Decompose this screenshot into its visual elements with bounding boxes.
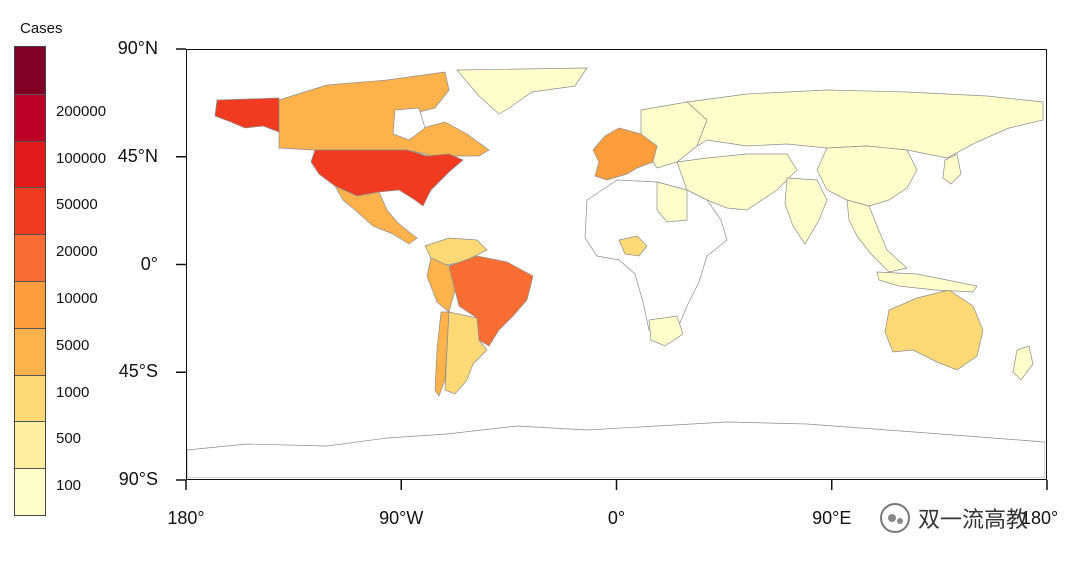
lon-tick-label: 90°E xyxy=(812,508,852,528)
region-brazil xyxy=(448,255,534,347)
hudson-bay xyxy=(392,107,426,141)
region-southeast-asia xyxy=(846,199,908,273)
region-argentina xyxy=(444,311,488,395)
lat-tick-label: 45°N xyxy=(117,145,158,166)
legend-title: Cases xyxy=(20,20,63,37)
colorbar-segment xyxy=(15,468,45,515)
region-western-europe xyxy=(592,127,658,181)
colorbar-label: 500 xyxy=(56,430,82,448)
colorbar-segment xyxy=(15,47,45,94)
region-mexico xyxy=(334,185,418,245)
lat-tick-label: 45°S xyxy=(118,361,158,382)
region-russia xyxy=(686,89,1044,159)
colorbar xyxy=(14,46,46,516)
lon-tick-label: 90°W xyxy=(379,508,424,528)
region-greenland xyxy=(456,67,588,115)
region-china xyxy=(816,145,918,207)
region-new-zealand xyxy=(1012,345,1034,381)
region-australia xyxy=(884,289,984,371)
colorbar-label: 50000 xyxy=(56,196,98,214)
region-indonesia xyxy=(876,271,978,293)
colorbar-label: 5000 xyxy=(56,336,90,354)
colorbar-segment xyxy=(15,93,45,141)
colorbar-segment xyxy=(15,187,45,235)
lat-tick-label: 90°S xyxy=(118,469,158,489)
watermark-text: 双一流高教 xyxy=(918,507,1029,532)
map-plot-area xyxy=(186,49,1047,480)
colorbar-segment xyxy=(15,140,45,188)
lat-tick-label: 90°N xyxy=(117,38,158,58)
lon-tick-label: 0° xyxy=(607,508,626,528)
colorbar-label: 100 xyxy=(56,477,82,495)
region-south-africa xyxy=(648,315,684,347)
colorbar-label: 20000 xyxy=(56,243,98,261)
colorbar-label: 100000 xyxy=(56,149,107,167)
lat-tick-label: 0° xyxy=(140,253,158,274)
region-japan xyxy=(942,153,962,185)
wechat-icon xyxy=(880,503,910,533)
colorbar-label: 1000 xyxy=(56,383,90,401)
colorbar-segment xyxy=(15,281,45,328)
colorbar-segment xyxy=(15,234,45,281)
colorbar-segment xyxy=(15,374,45,422)
region-west-africa xyxy=(618,235,648,257)
lon-tick-label: 180° xyxy=(167,508,205,528)
colorbar-label: 10000 xyxy=(56,290,98,307)
region-india xyxy=(784,177,828,245)
lon-tick-label: 180° xyxy=(1020,508,1059,528)
colorbar-segment xyxy=(15,421,45,469)
watermark: 双一流高教 xyxy=(880,502,1028,534)
colorbar-segment xyxy=(15,327,45,375)
colorbar-label: 200000 xyxy=(56,102,107,120)
region-alaska xyxy=(214,97,280,133)
region-north-africa xyxy=(656,181,688,223)
